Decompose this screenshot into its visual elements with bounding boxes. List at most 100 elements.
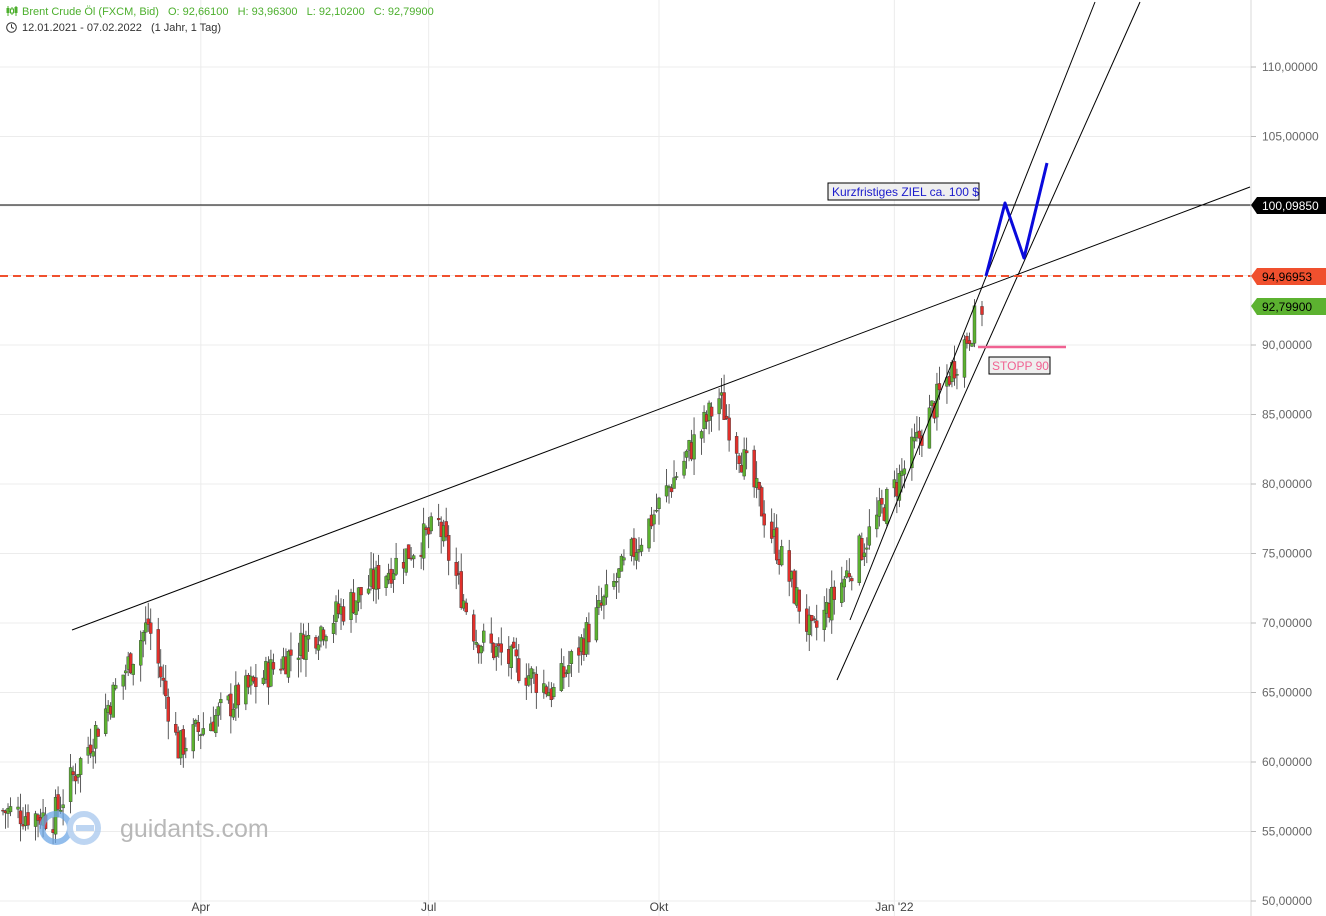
candle-body	[1, 809, 5, 812]
candle-body	[214, 715, 218, 734]
candle-body	[722, 392, 726, 420]
y-tick-label: 90,00000	[1262, 338, 1312, 352]
candle-body	[161, 677, 165, 681]
candle-body	[404, 548, 408, 573]
candle-body	[955, 374, 959, 376]
y-tick-label: 55,00000	[1262, 825, 1312, 839]
candle-body	[314, 637, 318, 649]
trend-lines	[71, 1, 1251, 681]
candle-body	[16, 806, 20, 810]
candle-body	[216, 706, 221, 716]
candle-body	[654, 509, 659, 512]
clock-icon	[6, 22, 17, 33]
period: (1 Jahr, 1 Tag)	[150, 22, 222, 34]
candle-body	[111, 684, 115, 718]
candle-body	[727, 417, 731, 441]
candle-body	[271, 662, 276, 670]
candle-body	[807, 614, 811, 636]
open-value: O: 92,66100	[167, 6, 229, 18]
candle-body	[779, 546, 784, 566]
candle-body	[141, 632, 145, 642]
candle-body	[421, 523, 426, 559]
candle-body	[652, 514, 656, 525]
candle-body	[444, 521, 448, 538]
candle-body	[970, 343, 974, 347]
stop-annotation-text: STOPP 90	[992, 359, 1049, 373]
candle-body	[860, 538, 864, 560]
target-annotation[interactable]: Kurzfristiges ZIEL ca. 100 $	[827, 182, 980, 201]
price-tag-level: 94,96953	[1251, 268, 1326, 285]
candle-body	[472, 614, 476, 642]
candle-body	[376, 565, 381, 590]
candle-body	[877, 500, 882, 517]
candle-body	[406, 544, 411, 559]
candle-body	[967, 340, 972, 345]
candle-body	[73, 775, 78, 782]
candle-body	[822, 609, 826, 630]
candle-body	[742, 449, 746, 477]
candle-body	[614, 581, 619, 583]
candle-body	[93, 724, 98, 749]
x-tick-label: Okt	[650, 900, 669, 914]
candle-body	[699, 431, 704, 439]
candle-body	[980, 306, 984, 315]
candle-body	[191, 724, 195, 752]
candle-body	[411, 555, 416, 560]
candle-body	[562, 666, 566, 678]
candle-body	[229, 693, 233, 717]
candle-body	[737, 455, 741, 465]
stop-annotation[interactable]: STOPP 90	[988, 356, 1051, 375]
price-tag-target-text: 100,09850	[1262, 199, 1319, 213]
price-tag-target: 100,09850	[1251, 197, 1326, 214]
x-tick-label: Apr	[191, 900, 210, 914]
candle-body	[657, 497, 661, 509]
candle-body	[123, 670, 128, 674]
candle-body	[830, 587, 834, 621]
candle-body	[8, 806, 13, 813]
candle-body	[139, 640, 143, 666]
y-tick-label: 50,00000	[1262, 894, 1312, 908]
candle-body	[840, 582, 844, 603]
y-tick-label: 85,00000	[1262, 408, 1312, 422]
candle-body	[759, 487, 764, 517]
candle-body	[512, 641, 516, 649]
candle-body	[682, 460, 686, 476]
candle-body	[341, 606, 346, 622]
candle-body	[26, 812, 30, 826]
candle-body	[647, 518, 651, 549]
channel-line-right	[849, 1, 1096, 621]
candle-body	[121, 674, 125, 687]
candle-body	[717, 398, 721, 414]
candle-body	[184, 748, 188, 752]
candle-body	[454, 562, 458, 576]
candle-body	[279, 668, 283, 671]
candle-body	[509, 645, 513, 668]
candle-body	[594, 607, 599, 641]
candle-body	[952, 361, 957, 379]
price-tag-last: 92,79900	[1251, 298, 1326, 315]
candle-body	[910, 436, 914, 469]
candle-body	[865, 547, 869, 550]
candle-body	[762, 513, 766, 526]
candle-body	[58, 809, 63, 812]
candle-body	[261, 677, 266, 684]
candlestick-series	[1, 299, 984, 845]
candle-body	[236, 684, 241, 706]
candle-body	[862, 552, 867, 557]
candle-body	[131, 663, 135, 675]
candle-body	[815, 620, 819, 628]
candle-body	[875, 514, 879, 530]
candle-body	[532, 672, 536, 674]
candle-body	[304, 635, 308, 660]
candle-body	[787, 550, 791, 582]
price-tag-level-text: 94,96953	[1262, 270, 1312, 284]
candle-body	[391, 573, 396, 580]
candle-body	[832, 586, 836, 600]
candle-body	[181, 729, 185, 755]
candle-body	[792, 570, 796, 604]
candle-body	[306, 634, 311, 640]
candle-body	[459, 571, 463, 608]
candle-body	[76, 773, 80, 778]
candle-body	[88, 744, 93, 754]
